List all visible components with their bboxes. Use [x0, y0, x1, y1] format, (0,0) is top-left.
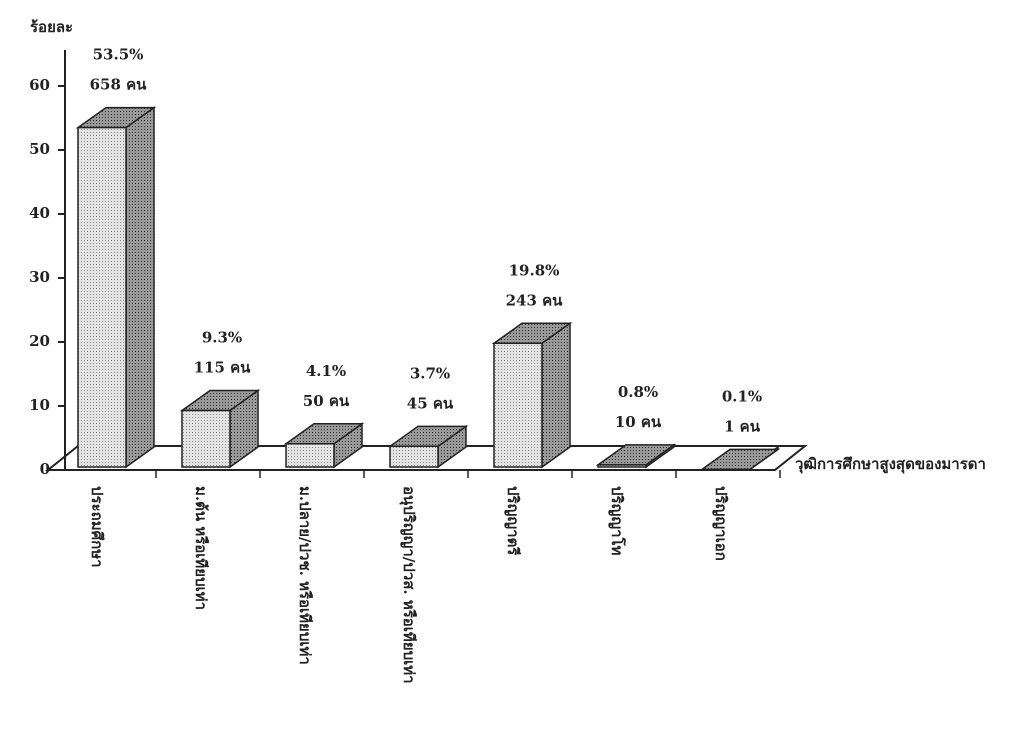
bar — [699, 445, 781, 471]
floor — [45, 445, 808, 471]
x-tick-label: ปริญญาเอก — [712, 486, 730, 561]
count-label: 45 คน — [407, 394, 454, 412]
x-tick-label: ม.ปลาย/ปวช. หรือเทียบเท่า — [296, 486, 314, 665]
bar-front — [597, 464, 647, 468]
bar-top — [699, 448, 781, 471]
count-label: 10 คน — [615, 413, 662, 431]
x-tick-label: ปริญญาตรี — [504, 486, 522, 556]
bar-front — [493, 342, 543, 468]
count-label: 243 คน — [506, 291, 564, 309]
count-label: 1 คน — [724, 417, 761, 435]
y-tick-label: 0 — [40, 460, 50, 478]
x-axis-label: วุฒิการศึกษาสูงสุดของมารดา — [795, 455, 986, 474]
bar-front — [181, 409, 231, 468]
value-label: 4.1% — [306, 362, 346, 380]
value-label: 0.1% — [722, 387, 762, 405]
bar-side — [125, 106, 155, 469]
bar-front — [285, 443, 335, 468]
x-tick-label: ม.ต้น หรือเทียบเท่า — [192, 486, 210, 610]
y-tick-label: 60 — [29, 76, 50, 94]
y-tick-label: 10 — [29, 396, 50, 414]
x-tick-label: ประถมศึกษา — [88, 486, 106, 568]
count-label: 115 คน — [194, 358, 252, 376]
bar — [75, 106, 157, 469]
count-label: 50 คน — [303, 392, 350, 410]
y-tick-label: 20 — [29, 332, 50, 350]
bar — [283, 422, 365, 469]
value-label: 53.5% — [93, 46, 144, 64]
y-tick-label: 30 — [29, 268, 50, 286]
y-axis-label: ร้อยละ — [30, 18, 73, 36]
bar-side — [541, 321, 571, 469]
x-tick-label: ปริญญาโท — [608, 486, 627, 556]
y-tick-label: 50 — [29, 140, 50, 158]
value-label: 19.8% — [509, 261, 560, 279]
bar — [595, 443, 677, 469]
x-tick-label: อนุปริญญา/ปวส. หรือเทียบเท่า — [399, 486, 418, 684]
value-label: 9.3% — [202, 328, 242, 346]
bar — [387, 424, 469, 469]
bar-front — [389, 445, 439, 468]
bar — [179, 389, 261, 469]
count-label: 658 คน — [90, 76, 148, 94]
y-tick-label: 40 — [29, 204, 50, 222]
value-label: 3.7% — [410, 364, 450, 382]
bar-front — [77, 126, 127, 468]
bar — [491, 321, 573, 469]
value-label: 0.8% — [618, 383, 658, 401]
